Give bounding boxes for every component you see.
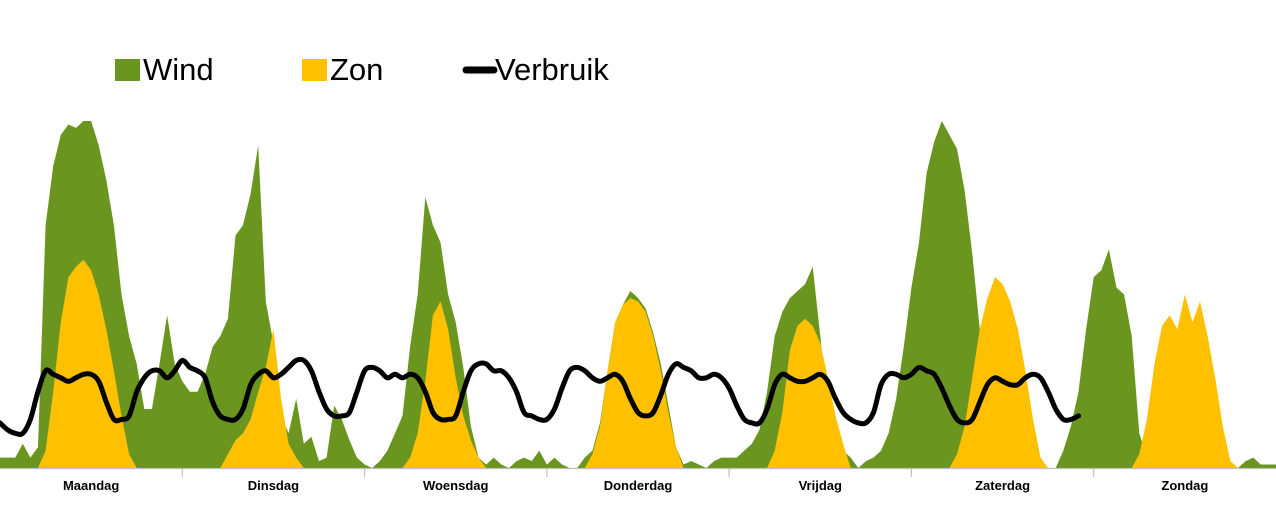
x-tick-label: Zaterdag xyxy=(975,478,1030,493)
x-tick-label: Zondag xyxy=(1161,478,1208,493)
legend: Wind Zon Verbruik xyxy=(115,52,609,87)
series-area-zon xyxy=(0,259,1276,468)
x-tick-label: Dinsdag xyxy=(248,478,299,493)
legend-label-verbruik: Verbruik xyxy=(495,52,609,87)
legend-swatch-wind xyxy=(115,59,140,81)
series-line-verbruik xyxy=(0,356,1081,437)
x-tick-label: Maandag xyxy=(63,478,119,493)
legend-label-wind: Wind xyxy=(143,52,214,87)
legend-label-zon: Zon xyxy=(330,52,383,87)
x-tick-label: Vrijdag xyxy=(799,478,842,493)
series-area-wind xyxy=(0,121,1276,468)
x-axis: Maandag Dinsdag Woensdag Donderdag Vrijdag Za… xyxy=(0,467,1276,493)
x-tick-label: Woensdag xyxy=(423,478,489,493)
plot-area xyxy=(0,121,1276,468)
x-tick-label: Donderdag xyxy=(604,478,673,493)
legend-swatch-zon xyxy=(302,59,327,81)
